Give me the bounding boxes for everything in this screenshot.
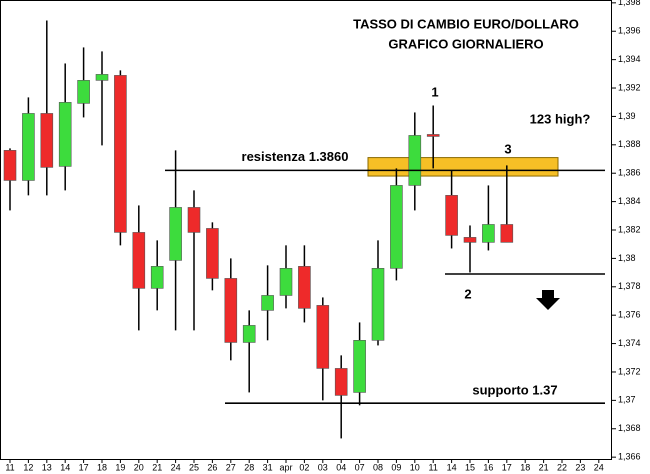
y-tick-label: 1,394	[618, 54, 641, 64]
candle-body	[206, 228, 219, 279]
y-tick-label: 1,384	[618, 196, 641, 206]
x-tick-label: 03	[318, 462, 328, 472]
candle-body	[482, 224, 495, 243]
x-tick-label: 20	[134, 462, 144, 472]
candle-body	[242, 325, 256, 343]
y-tick-label: 1,376	[618, 310, 641, 320]
y-tick-label: 1,39	[618, 111, 636, 121]
annotation: 2	[464, 286, 471, 301]
y-tick-label: 1,368	[618, 423, 641, 433]
level-label: supporto 1.37	[472, 383, 557, 398]
x-tick-label: 21	[539, 462, 549, 472]
x-tick-label: 17	[502, 462, 512, 472]
candle-body	[408, 135, 422, 186]
x-tick-label: 26	[207, 462, 217, 472]
x-tick-label: 11	[429, 462, 438, 472]
candle-body	[371, 268, 385, 341]
chart-title: TASSO DI CAMBIO EURO/DOLLARO	[353, 16, 579, 31]
candle-body	[114, 75, 127, 233]
x-tick-label: 31	[263, 462, 273, 472]
candle-body	[22, 113, 35, 181]
x-tick-label: 23	[575, 462, 585, 472]
candle-body	[187, 207, 201, 233]
x-tick-label: 18	[97, 462, 107, 472]
y-tick-label: 1,392	[618, 82, 641, 92]
x-tick-label: 22	[557, 462, 567, 472]
annotation: 3	[504, 141, 511, 156]
x-tick-label: 09	[391, 462, 401, 472]
candle-body	[463, 237, 477, 243]
x-tick-label: 08	[373, 462, 383, 472]
y-tick-label: 1,396	[618, 26, 641, 36]
x-tick-label: 14	[60, 462, 70, 472]
annotation: 1	[431, 84, 438, 99]
x-tick-label: 07	[355, 462, 365, 472]
candle-body	[445, 195, 458, 236]
candle-body	[316, 305, 330, 369]
x-tick-label: 17	[79, 462, 89, 472]
candle-body	[132, 232, 146, 289]
y-tick-label: 1,378	[618, 281, 641, 291]
y-tick-label: 1,366	[618, 452, 641, 462]
candle-body	[279, 268, 293, 296]
candle-body	[500, 224, 514, 243]
candle-body	[261, 295, 274, 311]
level-label: resistenza 1.3860	[242, 149, 349, 164]
x-tick-label: 21	[152, 462, 162, 472]
x-tick-label: 24	[171, 462, 181, 472]
y-tick-label: 1,398	[618, 0, 641, 7]
y-tick-label: 1,38	[618, 253, 636, 263]
x-tick-label: 13	[42, 462, 52, 472]
candle-body	[95, 74, 109, 81]
candle-body	[77, 80, 90, 104]
y-tick-label: 1,382	[618, 224, 641, 234]
y-tick-label: 1,374	[618, 338, 641, 348]
x-tick-label: 10	[410, 462, 420, 472]
x-tick-label: 27	[226, 462, 236, 472]
x-tick-label: 14	[447, 462, 457, 472]
chart-subtitle: GRAFICO GIORNALIERO	[388, 36, 543, 51]
x-tick-label: 25	[189, 462, 199, 472]
x-tick-label: 28	[244, 462, 254, 472]
candle-body	[353, 340, 366, 393]
candle-body	[40, 113, 54, 168]
x-tick-label: 02	[299, 462, 309, 472]
x-tick-label: 19	[115, 462, 125, 472]
annotation: 123 high?	[530, 111, 591, 126]
x-tick-label: apr	[279, 462, 292, 472]
y-tick-label: 1,388	[618, 139, 641, 149]
candle-body	[169, 207, 182, 261]
candle-body	[334, 368, 348, 396]
down-arrow	[536, 290, 560, 310]
candle-body	[426, 134, 440, 137]
y-tick-label: 1,37	[618, 395, 636, 405]
y-tick-label: 1,386	[618, 168, 641, 178]
candle-body	[150, 266, 164, 289]
x-tick-label: 12	[23, 462, 33, 472]
candle-body	[298, 266, 311, 309]
x-tick-label: 04	[336, 462, 346, 472]
candle-body	[390, 185, 403, 269]
x-tick-label: 11	[5, 462, 14, 472]
candle-body	[224, 278, 238, 343]
x-tick-label: 16	[483, 462, 493, 472]
candle-body	[58, 102, 72, 167]
candle-body	[3, 150, 17, 181]
x-tick-label: 24	[594, 462, 604, 472]
y-tick-label: 1,372	[618, 366, 641, 376]
x-tick-label: 18	[520, 462, 530, 472]
x-tick-label: 15	[465, 462, 475, 472]
